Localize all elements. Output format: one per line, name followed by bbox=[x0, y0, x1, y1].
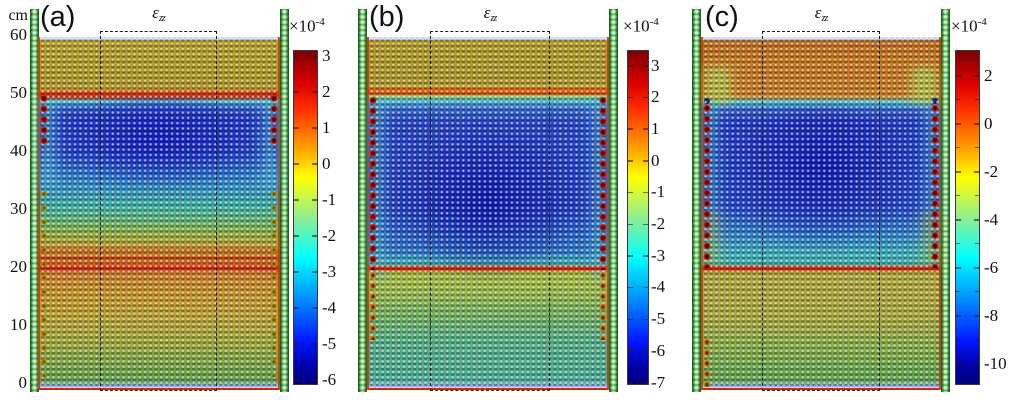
colorbar-tick-label: -10 bbox=[984, 353, 1007, 373]
colorbar-tick-label: -6 bbox=[651, 340, 666, 360]
colorbar-tick-label: -3 bbox=[651, 245, 666, 265]
colorbar-tick-label: -1 bbox=[651, 182, 666, 202]
wall-dots-red-right-a bbox=[270, 93, 278, 149]
wall-dots-red-left-a bbox=[40, 93, 48, 149]
wall-dots-red-left-c bbox=[703, 103, 711, 268]
roi-dashed-box-a bbox=[100, 31, 217, 391]
panel-letter-b: (b) bbox=[369, 1, 405, 33]
colorbar-tick-label: -4 bbox=[984, 209, 999, 229]
colorbar-tick-label: -6 bbox=[984, 257, 999, 277]
colorbar-tick-label: -7 bbox=[651, 372, 666, 392]
wall-dots-orange-right-b bbox=[599, 270, 607, 340]
colorbar-tick-label: -2 bbox=[322, 225, 337, 245]
colorbar-c bbox=[955, 50, 980, 385]
colorbar-tick-label: 0 bbox=[984, 113, 993, 133]
colorbar-tick-label: 2 bbox=[984, 65, 993, 85]
colorbar-b bbox=[627, 50, 649, 385]
y-axis-a bbox=[0, 0, 27, 400]
colorbar-tick-label: -3 bbox=[322, 261, 337, 281]
wall-dots-orange-left-b bbox=[369, 270, 377, 340]
colorbar-tick-label: -1 bbox=[322, 189, 337, 209]
panel-title-c: εzz bbox=[814, 3, 828, 25]
corner-ygreen-left-c bbox=[705, 67, 731, 103]
wall-dots-olive-right-a bbox=[270, 187, 278, 377]
colorbar-tick-label: -4 bbox=[322, 297, 337, 317]
colorbar-tick-label: 3 bbox=[322, 45, 331, 65]
roi-dashed-box-b bbox=[430, 31, 550, 391]
colorbar-tick-label: 2 bbox=[322, 81, 331, 101]
colorbar-tick-label: 1 bbox=[651, 118, 660, 138]
wall-right-a bbox=[280, 9, 289, 392]
wall-dots-red-left-b bbox=[369, 95, 377, 270]
colorbar-tick-label: -4 bbox=[651, 277, 666, 297]
colorbar-tick-label: -6 bbox=[322, 369, 337, 389]
wall-dots-orange-left-c bbox=[703, 337, 711, 387]
wall-dots-olive-left-a bbox=[40, 187, 48, 377]
colorbar-a bbox=[293, 50, 318, 385]
colorbar-tick-label: -2 bbox=[651, 214, 666, 233]
colorbar-exponent-b: ×10-4 bbox=[623, 16, 659, 36]
wall-left-c bbox=[692, 9, 701, 392]
wall-right-c bbox=[941, 9, 950, 392]
panel-letter-a: (a) bbox=[40, 1, 76, 33]
colorbar-tick-label: 0 bbox=[322, 153, 331, 173]
wall-dots-red-right-b bbox=[599, 95, 607, 270]
colorbar-tick-label: -8 bbox=[984, 305, 999, 325]
colorbar-exponent-a: ×10-4 bbox=[289, 16, 325, 36]
colorbar-tick-label: 2 bbox=[651, 87, 660, 107]
wall-dots-red-right-c bbox=[931, 103, 939, 268]
colorbar-tick-label: -5 bbox=[322, 333, 337, 353]
panel-title-b: εzz bbox=[483, 3, 497, 25]
roi-dashed-box-c bbox=[762, 31, 880, 391]
colorbar-exponent-c: ×10-4 bbox=[951, 16, 987, 36]
wall-right-b bbox=[609, 9, 618, 392]
wall-left-a bbox=[30, 9, 39, 392]
wall-left-b bbox=[358, 9, 367, 392]
colorbar-tick-label: 3 bbox=[651, 55, 660, 75]
colorbar-tick-label: -5 bbox=[651, 309, 666, 329]
y-axis-unit-label: cm bbox=[8, 7, 28, 24]
panel-letter-c: (c) bbox=[705, 1, 739, 33]
panel-title-a: εzz bbox=[152, 3, 165, 25]
colorbar-tick-label: 1 bbox=[322, 117, 331, 137]
colorbar-tick-label: -2 bbox=[984, 161, 999, 181]
colorbar-tick-label: 0 bbox=[651, 150, 660, 170]
